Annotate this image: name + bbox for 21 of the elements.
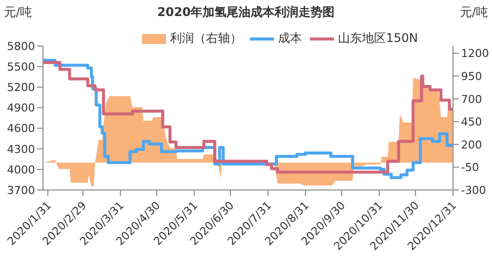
legend-label: 山东地区150N bbox=[337, 30, 418, 47]
y-tick-label: 5200 bbox=[7, 81, 35, 94]
y-tick-label: 4600 bbox=[7, 122, 35, 136]
y-tick-label: 3700 bbox=[7, 184, 35, 197]
y2-tick-label: 950 bbox=[461, 70, 482, 83]
y-tick-label: 5800 bbox=[7, 40, 35, 53]
y2-tick-label: 200 bbox=[461, 138, 482, 152]
legend-label: 成本 bbox=[277, 30, 302, 47]
y2-tick-label: -50 bbox=[461, 161, 479, 174]
y-tick-label: 4900 bbox=[7, 102, 35, 115]
y-tick-label: 4300 bbox=[7, 142, 35, 156]
legend-label: 利润（右轴） bbox=[169, 30, 242, 47]
y-tick-label: 5500 bbox=[7, 60, 35, 74]
y2-tick-label: 450 bbox=[461, 116, 482, 129]
y2-axis-title: 元/吨 bbox=[460, 4, 488, 21]
chart-title: 2020年加氢尾油成本利润走势图 bbox=[157, 5, 335, 19]
y2-tick-label: 700 bbox=[461, 92, 482, 106]
y2-tick-label: -300 bbox=[461, 184, 486, 197]
y2-tick-label: 1200 bbox=[461, 47, 489, 60]
y-axis-title: 元/吨 bbox=[4, 4, 32, 21]
y-tick-label: 4000 bbox=[7, 163, 35, 176]
